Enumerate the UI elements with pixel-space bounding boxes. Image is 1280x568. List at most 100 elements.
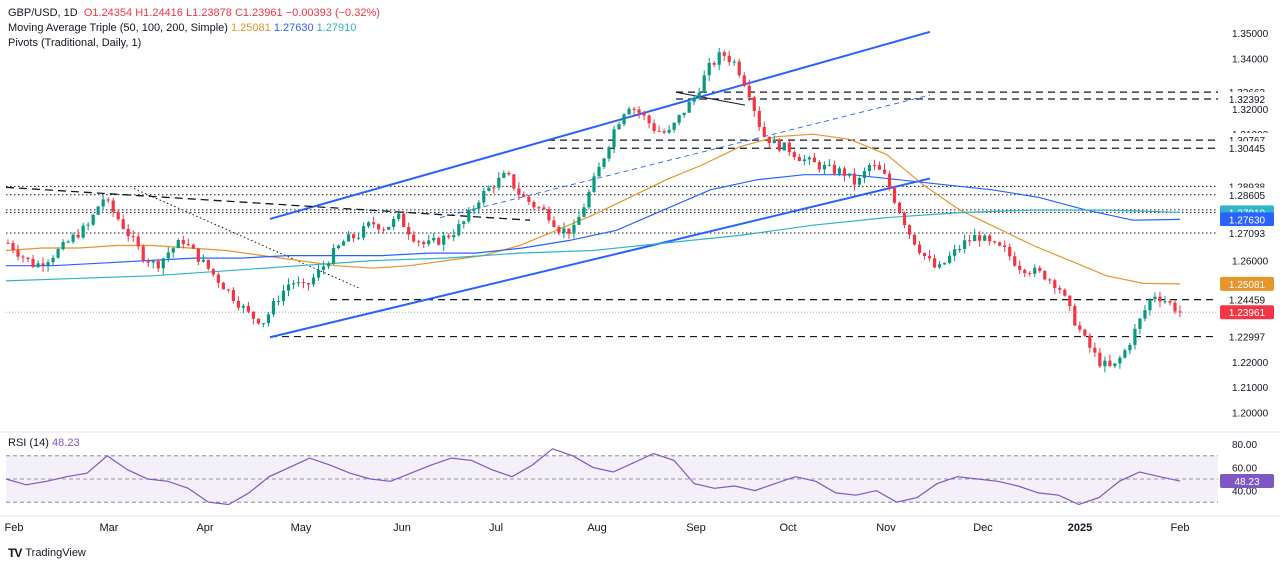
candle-body (602, 158, 606, 167)
candle-body (236, 300, 240, 308)
candle-body (56, 249, 60, 258)
candle-body (71, 234, 75, 242)
candle-body (617, 124, 621, 130)
candle-body (131, 236, 135, 238)
candle-body (296, 282, 301, 284)
candle-body (717, 52, 721, 65)
candle-body (26, 257, 30, 259)
tradingview-logo-icon: TV (8, 546, 22, 560)
candle-body (66, 241, 70, 243)
tradingview-brand[interactable]: TV TradingView (8, 546, 86, 560)
candle-body (722, 52, 726, 56)
candle-body (862, 171, 867, 178)
candle-body (291, 283, 296, 285)
candle-body (927, 256, 932, 259)
candle-body (587, 191, 591, 208)
pivots-label: Pivots (Traditional, Daily, 1) (8, 37, 142, 49)
candle-body (572, 224, 576, 234)
candle-body (402, 213, 406, 228)
price-label-box (1220, 225, 1274, 240)
candle-body (181, 240, 185, 245)
candle-body (111, 200, 115, 212)
month-label: 2025 (1068, 522, 1092, 534)
candle-body (707, 62, 711, 76)
pivot-levels (6, 91, 1218, 338)
candle-body (281, 290, 286, 302)
candle-body (1098, 352, 1102, 367)
candle-body (827, 164, 832, 166)
candle-body (11, 243, 15, 251)
candle-body (186, 244, 190, 246)
candle-body (467, 210, 471, 222)
candle-body (847, 173, 852, 176)
price-label-box (1220, 329, 1274, 344)
candle-body (241, 305, 246, 308)
candle-body (978, 235, 982, 241)
candle-body (522, 194, 526, 197)
candle-body (1048, 279, 1052, 281)
close-value: C1.23961 (234, 7, 283, 19)
candle-body (1163, 301, 1167, 303)
candle-body (577, 216, 581, 225)
candle-body (91, 214, 95, 225)
change-value: −0.00393 (−0.32%) (285, 7, 380, 19)
candle-body (973, 235, 977, 242)
price-label: 1.27630 (1229, 215, 1266, 226)
price-label-box (1220, 305, 1274, 320)
candle-body (171, 248, 175, 253)
candle-body (231, 290, 235, 301)
candle-body (1128, 344, 1132, 351)
candle-body (742, 75, 746, 86)
candle-body (857, 177, 862, 185)
candle-body (772, 139, 776, 144)
candle-body (121, 219, 125, 229)
price-tick-label: 1.20000 (1232, 408, 1269, 419)
candle-body (652, 123, 656, 132)
candle-body (807, 157, 811, 160)
candle-body (46, 262, 50, 266)
candle-body (61, 241, 65, 250)
candle-body (968, 240, 972, 242)
month-label: Feb (1171, 522, 1190, 534)
candle-body (372, 222, 376, 225)
candle-body (627, 108, 631, 115)
rsi-value: 48.23 (52, 437, 80, 449)
low-value: L1.23878 (185, 7, 232, 19)
candle-body (837, 168, 842, 174)
candle-body (51, 257, 55, 263)
candle-body (146, 260, 150, 263)
candle-body (21, 256, 25, 258)
candle-body (472, 208, 476, 211)
candle-body (251, 311, 256, 319)
candle-body (356, 237, 361, 239)
candle-body (427, 240, 431, 245)
candle-body (958, 248, 962, 250)
candle-body (477, 202, 481, 209)
candle-body (697, 92, 701, 98)
candle-body (912, 234, 917, 245)
ma100-line (6, 174, 1181, 267)
candle-body (487, 187, 491, 191)
candle-body (1028, 273, 1032, 275)
candle-body (552, 220, 556, 227)
price-label: 1.24459 (1229, 296, 1266, 307)
rsi-current-box (1220, 474, 1274, 489)
candle-body (842, 168, 847, 176)
rsi-tick-label: 40.00 (1232, 487, 1257, 498)
candle-body (387, 226, 391, 230)
candle-body (802, 159, 806, 162)
candle-body (346, 234, 351, 242)
candles (6, 47, 1182, 373)
price-label: 1.27093 (1229, 229, 1266, 240)
candle-body (141, 246, 145, 261)
candle-body (787, 142, 791, 153)
candle-body (657, 131, 661, 133)
open-value: O1.24354 (83, 7, 133, 19)
price-label: 1.28605 (1229, 191, 1266, 202)
candle-body (922, 252, 927, 257)
price-tick-label: 1.34000 (1232, 54, 1269, 65)
candle-body (897, 202, 902, 214)
candle-body (732, 61, 736, 63)
candle-body (517, 188, 521, 195)
